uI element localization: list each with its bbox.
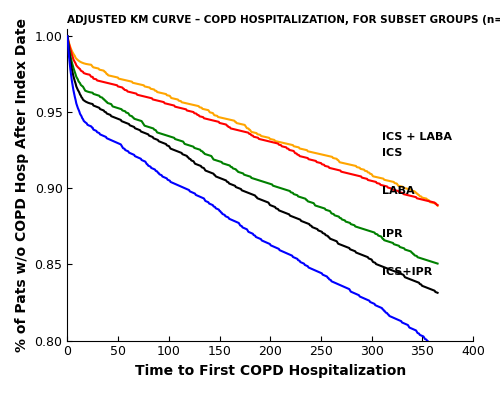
Y-axis label: % of Pats w/o COPD Hosp After Index Date: % of Pats w/o COPD Hosp After Index Date bbox=[15, 18, 29, 352]
Text: ICS: ICS bbox=[382, 149, 402, 158]
Text: IPR: IPR bbox=[382, 229, 402, 239]
Text: ICS+IPR: ICS+IPR bbox=[382, 267, 432, 277]
Text: ICS + LABA: ICS + LABA bbox=[382, 132, 452, 141]
X-axis label: Time to First COPD Hospitalization: Time to First COPD Hospitalization bbox=[134, 364, 406, 378]
Text: LABA: LABA bbox=[382, 186, 414, 196]
Text: ADJUSTED KM CURVE – COPD HOSPITALIZATION, FOR SUBSET GROUPS (n=3616): ADJUSTED KM CURVE – COPD HOSPITALIZATION… bbox=[68, 15, 500, 25]
